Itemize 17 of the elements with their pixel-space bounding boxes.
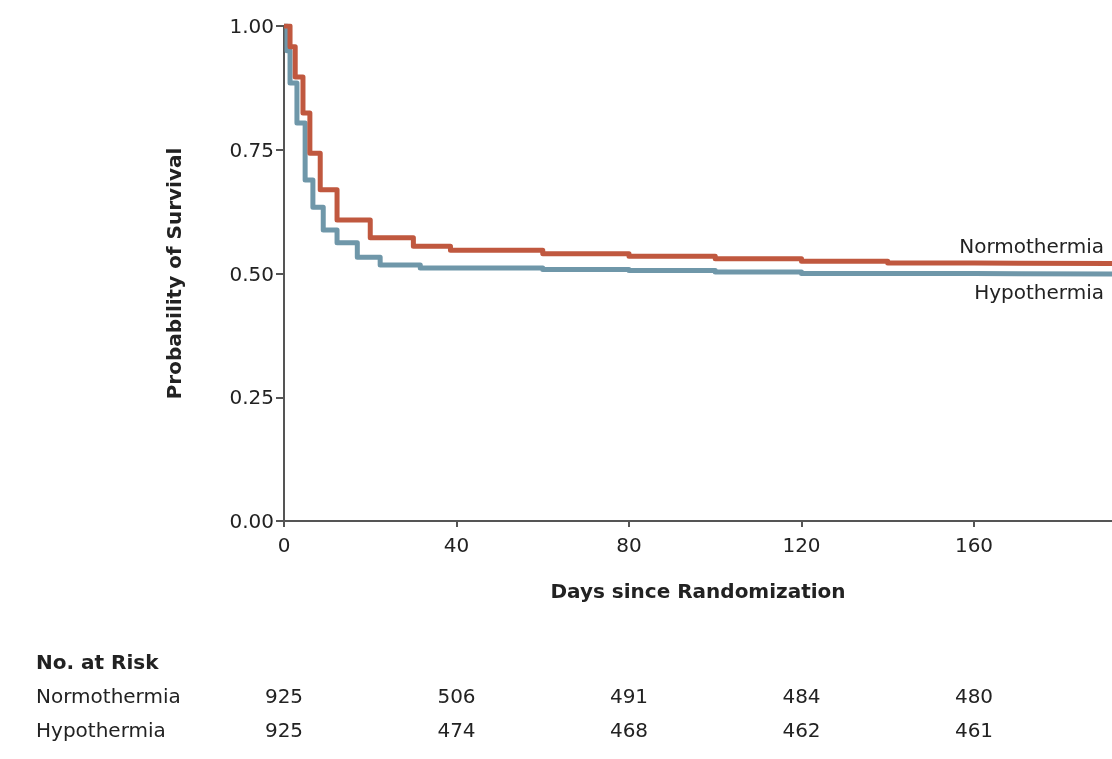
text: Hypothermia 925 474 468 462 461 [36, 718, 994, 742]
x-tick-label: 160 [954, 533, 994, 557]
x-tick-label: 80 [616, 533, 642, 557]
series-label: Normothermia [959, 234, 1104, 259]
series-label: Hypothermia [974, 279, 1104, 304]
text: Normothermia 925 506 491 484 480 [36, 684, 994, 708]
x-tick-label: 40 [443, 533, 470, 557]
text: No. at Risk [36, 650, 160, 674]
y-tick-label: 0.25 [229, 385, 274, 410]
y-tick-label: 1.00 [229, 14, 274, 38]
x-tick-label: 120 [782, 533, 821, 557]
y-tick-label: 0.00 [229, 509, 274, 533]
x-tick-label: 0 [277, 533, 291, 557]
x-axis-title: Days since Randomization [550, 579, 846, 603]
y-tick-label: 0.50 [229, 261, 274, 286]
y-tick-label: 0.75 [229, 137, 274, 162]
y-axis-title: Probability of Survival [162, 147, 186, 400]
